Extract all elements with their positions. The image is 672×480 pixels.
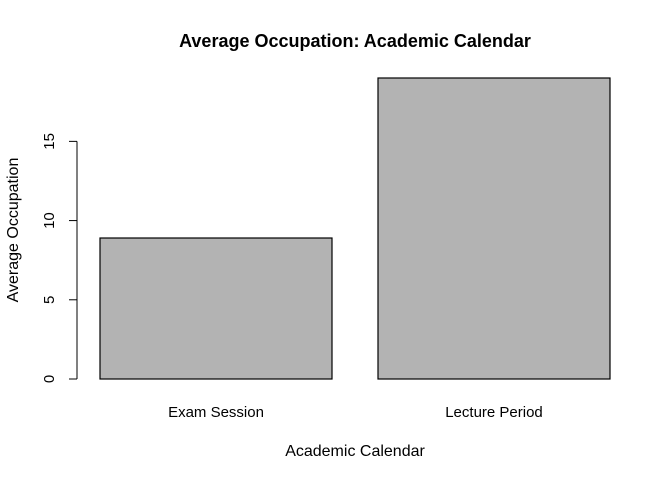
y-tick-label: 0 [41, 375, 58, 383]
y-axis: 0 5 10 15 [41, 133, 78, 383]
x-category-labels: Exam Session Lecture Period [168, 404, 543, 421]
chart-title: Average Occupation: Academic Calendar [179, 31, 531, 51]
y-axis-label: Average Occupation [5, 158, 22, 303]
bars-group [99, 77, 611, 380]
x-axis-label: Academic Calendar [285, 443, 425, 460]
x-tick-label: Lecture Period [445, 404, 543, 421]
y-tick-label: 5 [41, 296, 58, 304]
bar-exam-session [99, 237, 333, 380]
x-tick-label: Exam Session [168, 404, 264, 421]
y-tick-label: 15 [41, 133, 58, 150]
y-tick-label: 10 [41, 212, 58, 229]
bar-lecture-period [377, 77, 611, 380]
